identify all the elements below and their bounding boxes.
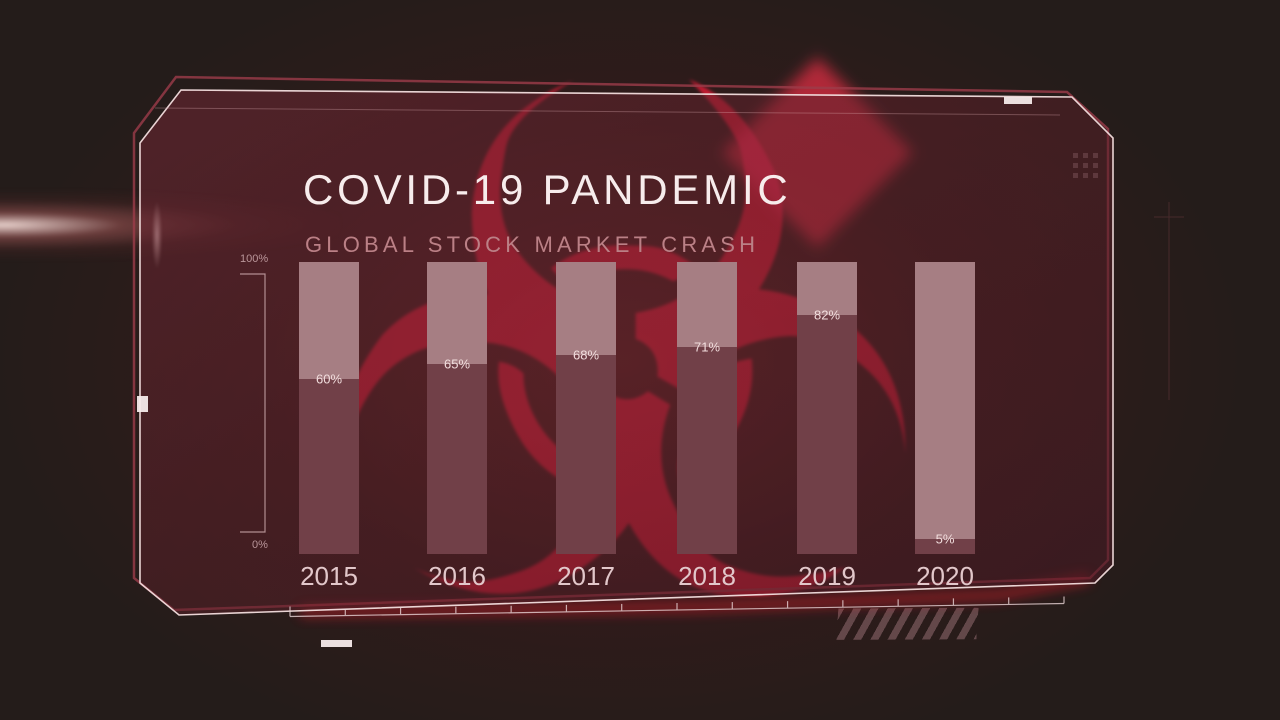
svg-text:100%: 100% bbox=[240, 253, 268, 265]
svg-text:0%: 0% bbox=[252, 539, 268, 551]
